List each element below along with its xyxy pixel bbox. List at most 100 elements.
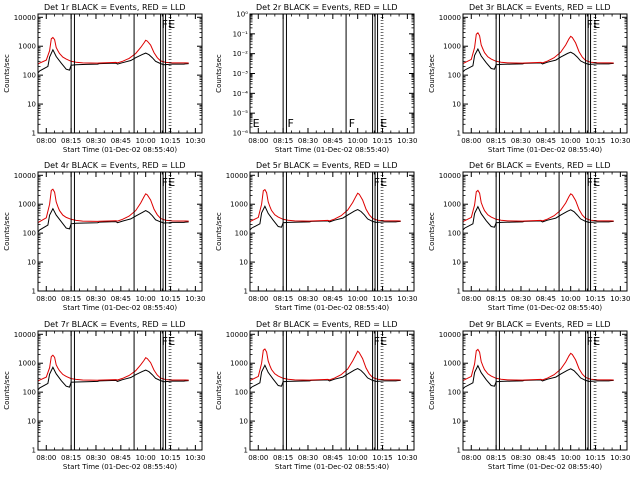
flag-letter: F [162, 18, 168, 31]
flag-letter: F [287, 117, 293, 130]
x-axis-label: Start Time (01-Dec-02 08:55:40) [275, 146, 389, 154]
x-tick-label: 08:30 [86, 295, 106, 303]
y-tick-label: 10⁻¹ [233, 30, 249, 38]
y-tick-label: 10⁻⁵ [233, 110, 249, 118]
y-tick-label: 10000 [439, 172, 461, 180]
x-tick-label: 08:45 [536, 137, 556, 145]
series-line-lld [250, 188, 401, 223]
y-tick-label: 10⁻² [233, 50, 249, 58]
panel-title: Det 3r BLACK = Events, RED = LLD [469, 3, 611, 12]
x-tick-label: 10:00 [136, 295, 156, 303]
x-tick-label: 08:00 [461, 295, 481, 303]
x-tick-label: 08:15 [61, 295, 81, 303]
x-tick-label: 08:30 [511, 137, 531, 145]
y-tick-label: 1000 [18, 43, 36, 51]
flag-letter: F [162, 176, 168, 189]
y-tick-label: 10 [239, 418, 248, 426]
x-axis-label: Start Time (01-Dec-02 08:55:40) [488, 304, 602, 312]
panel-det1: F E 1 10 100 1000 10000 08:00 08:15 08:30 08:45 10:… [3, 3, 205, 154]
x-tick-label: 08:30 [298, 295, 318, 303]
flag-letter: E [593, 335, 600, 348]
flag-letter: F [374, 335, 380, 348]
x-tick-label: 08:15 [486, 295, 506, 303]
flag-letter: E [168, 176, 175, 189]
x-tick-label: 10:30 [185, 295, 205, 303]
y-tick-label: 10 [27, 259, 36, 267]
panel-title: Det 2r BLACK = Events, RED = LLD [256, 3, 398, 12]
flag-letter: E [253, 117, 260, 130]
x-tick-label: 10:15 [372, 137, 392, 145]
x-tick-label: 10:00 [136, 454, 156, 462]
y-tick-label: 10 [27, 418, 36, 426]
y-tick-label: 100 [448, 72, 461, 80]
y-tick-label: 100 [23, 389, 36, 397]
y-tick-label: 1 [457, 130, 461, 138]
plot-area [463, 172, 614, 291]
y-tick-label: 100 [235, 389, 248, 397]
x-tick-label: 08:45 [323, 454, 343, 462]
flag-letter: E [380, 335, 387, 348]
plot-frame [249, 171, 415, 292]
x-axis-label: Start Time (01-Dec-02 08:55:40) [63, 463, 177, 471]
y-tick-label: 10000 [226, 172, 248, 180]
x-tick-label: 08:00 [36, 295, 56, 303]
flag-letter: E [593, 176, 600, 189]
x-tick-label: 10:00 [561, 137, 581, 145]
panel-det3: F E 1 10 100 1000 10000 08:00 08:15 08:30 08:45 10:… [428, 3, 630, 154]
plot-area [250, 172, 401, 291]
plot-area [38, 14, 189, 133]
y-tick-label: 10 [452, 101, 461, 109]
x-tick-label: 10:00 [136, 137, 156, 145]
x-tick-label: 08:00 [248, 137, 268, 145]
plot-area [282, 14, 384, 133]
flag-letter: F [374, 176, 380, 189]
x-tick-label: 10:30 [185, 137, 205, 145]
panel-title: Det 1r BLACK = Events, RED = LLD [44, 3, 186, 12]
series-line-events [38, 366, 189, 391]
x-tick-label: 10:15 [160, 295, 180, 303]
y-tick-label: 10 [452, 259, 461, 267]
plot-area [250, 331, 401, 450]
x-axis-label: Start Time (01-Dec-02 08:55:40) [488, 146, 602, 154]
x-tick-label: 10:30 [610, 454, 630, 462]
y-axis-label: Counts/sec [215, 54, 223, 93]
y-tick-label: 10000 [439, 331, 461, 339]
x-tick-label: 08:15 [61, 454, 81, 462]
panel-title: Det 6r BLACK = Events, RED = LLD [469, 161, 611, 170]
x-tick-label: 08:15 [486, 454, 506, 462]
y-tick-label: 10⁻³ [233, 70, 249, 78]
flag-letter: E [168, 18, 175, 31]
panel-det6: F E 1 10 100 1000 10000 08:00 08:15 08:30 08:45 10:… [428, 161, 630, 312]
x-tick-label: 08:30 [86, 454, 106, 462]
series-line-events [250, 205, 401, 231]
x-tick-label: 10:00 [561, 295, 581, 303]
y-axis-label: Counts/sec [3, 212, 11, 251]
panel-title: Det 7r BLACK = Events, RED = LLD [44, 320, 186, 329]
x-tick-label: 08:15 [486, 137, 506, 145]
y-tick-label: 10000 [439, 14, 461, 22]
series-line-lld [250, 348, 401, 382]
series-line-events [38, 48, 189, 74]
y-tick-label: 1000 [18, 360, 36, 368]
y-axis-label: Counts/sec [215, 212, 223, 251]
y-tick-label: 1 [244, 447, 248, 455]
x-tick-label: 08:15 [273, 454, 293, 462]
series-line-events [250, 364, 401, 390]
series-line-lld [463, 32, 614, 65]
panel-det8: F E 1 10 100 1000 10000 08:00 08:15 08:30 08:45 10:… [215, 320, 417, 471]
x-tick-label: 10:15 [585, 137, 605, 145]
x-tick-label: 10:30 [185, 454, 205, 462]
x-tick-label: 10:00 [561, 454, 581, 462]
y-tick-label: 10000 [14, 331, 36, 339]
x-tick-label: 08:30 [298, 137, 318, 145]
flag-letter: F [349, 117, 355, 130]
x-axis-label: Start Time (01-Dec-02 08:55:40) [63, 146, 177, 154]
y-tick-label: 1000 [443, 201, 461, 209]
y-tick-label: 1000 [443, 360, 461, 368]
x-tick-label: 08:45 [111, 137, 131, 145]
series-line-lld [463, 348, 614, 382]
series-line-events [38, 207, 189, 233]
plot-area [38, 331, 189, 450]
panel-title: Det 4r BLACK = Events, RED = LLD [44, 161, 186, 170]
